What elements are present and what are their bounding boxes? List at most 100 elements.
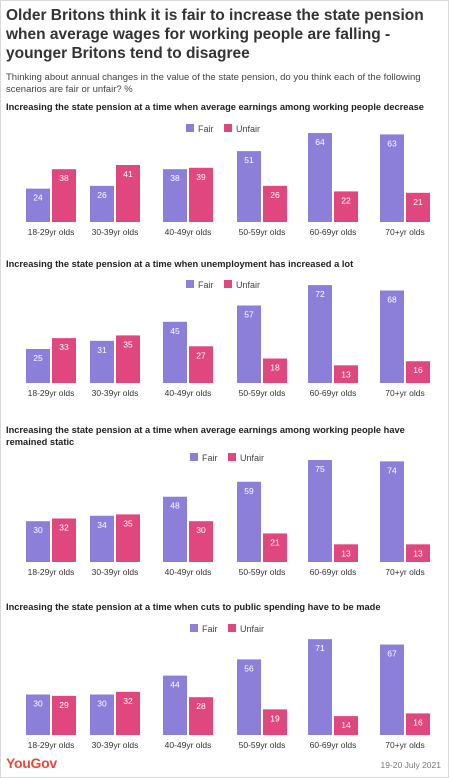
bar-unfair-6 [406, 192, 430, 222]
data-label-fair-2: 31 [97, 345, 107, 355]
bar-unfair-4 [263, 709, 287, 735]
category-label-3: 40-49yr olds [165, 388, 212, 398]
data-label-fair-6: 63 [387, 138, 397, 148]
category-label-1: 18-29yr olds [28, 567, 75, 577]
bar-fair-4 [237, 305, 261, 383]
category-label-3: 40-49yr olds [165, 227, 212, 237]
bar-unfair-4 [263, 533, 287, 562]
bar-fair-5 [308, 285, 332, 383]
bar-fair-3 [163, 169, 187, 222]
category-label-1: 18-29yr olds [28, 227, 75, 237]
bar-unfair-4 [263, 358, 287, 383]
data-label-fair-1: 25 [33, 353, 43, 363]
bar-unfair-3 [189, 167, 213, 222]
data-label-fair-3: 48 [170, 501, 180, 511]
legend-label-fair: Fair [202, 453, 218, 463]
legend-swatch-unfair [228, 453, 236, 461]
data-label-fair-3: 44 [170, 680, 180, 690]
bar-fair-6 [380, 461, 404, 562]
panel-title-4: Increasing the state pension at a time w… [6, 602, 381, 612]
data-label-fair-5: 72 [315, 289, 325, 299]
legend-swatch-fair [186, 280, 194, 288]
legend-swatch-unfair [224, 280, 232, 288]
bar-unfair-1 [52, 169, 76, 222]
data-label-unfair-3: 27 [196, 350, 206, 360]
bar-unfair-2 [116, 514, 140, 562]
category-label-6: 70+yr olds [385, 567, 424, 577]
legend-swatch-fair [186, 124, 194, 132]
category-label-3: 40-49yr olds [165, 567, 212, 577]
bar-fair-4 [237, 481, 261, 562]
bar-fair-5 [308, 133, 332, 222]
bar-fair-2 [90, 340, 114, 383]
category-label-5: 60-69yr olds [310, 227, 357, 237]
bar-fair-3 [163, 675, 187, 735]
data-label-unfair-1: 33 [59, 342, 69, 352]
panel-title-2: Increasing the state pension at a time w… [6, 259, 354, 269]
category-label-4: 50-59yr olds [239, 567, 286, 577]
category-label-5: 60-69yr olds [310, 567, 357, 577]
category-label-2: 30-39yr olds [92, 227, 139, 237]
panel-title-1: Increasing the state pension at a time w… [6, 102, 424, 112]
data-label-unfair-6: 21 [413, 197, 423, 207]
bar-unfair-5 [334, 716, 358, 735]
bar-unfair-5 [334, 365, 358, 383]
data-label-fair-3: 38 [170, 173, 180, 183]
data-label-unfair-4: 18 [270, 363, 280, 373]
bar-fair-4 [237, 151, 261, 222]
data-label-fair-2: 30 [97, 699, 107, 709]
data-label-fair-1: 24 [33, 193, 43, 203]
bar-unfair-2 [116, 691, 140, 735]
category-label-2: 30-39yr olds [92, 740, 139, 750]
data-label-unfair-6: 16 [413, 717, 423, 727]
bar-fair-6 [380, 134, 404, 222]
data-label-unfair-4: 19 [270, 713, 280, 723]
bar-fair-3 [163, 496, 187, 562]
data-label-fair-1: 30 [33, 525, 43, 535]
bar-unfair-3 [189, 346, 213, 383]
bar-fair-5 [308, 639, 332, 735]
data-label-unfair-3: 28 [196, 701, 206, 711]
data-label-unfair-3: 30 [196, 525, 206, 535]
bar-unfair-3 [189, 521, 213, 562]
category-label-4: 50-59yr olds [239, 388, 286, 398]
bar-unfair-6 [406, 361, 430, 383]
category-label-1: 18-29yr olds [28, 740, 75, 750]
bar-fair-2 [90, 694, 114, 735]
bar-fair-6 [380, 290, 404, 383]
bar-fair-1 [26, 188, 50, 222]
category-label-5: 60-69yr olds [310, 388, 357, 398]
legend-label-unfair: Unfair [240, 453, 264, 463]
legend-label-fair: Fair [202, 624, 218, 634]
chart-subtitle: Thinking about annual changes in the val… [6, 72, 421, 95]
category-label-6: 70+yr olds [385, 227, 424, 237]
chart-title: Older Britons think it is fair to increa… [6, 7, 424, 62]
data-label-fair-5: 64 [315, 137, 325, 147]
data-label-fair-4: 57 [244, 309, 254, 319]
legend-label-unfair: Unfair [236, 124, 260, 134]
survey-date: 19-20 July 2021 [380, 760, 442, 770]
data-label-fair-1: 30 [33, 699, 43, 709]
data-label-fair-5: 75 [315, 464, 325, 474]
bar-chart-3: Fair Unfair 30 32 18-29yr olds 34 35 30-39yr ol… [26, 453, 430, 577]
yougov-logo: YouGov [6, 755, 57, 771]
data-label-fair-2: 26 [97, 190, 107, 200]
data-label-fair-2: 34 [97, 520, 107, 530]
data-label-fair-6: 68 [387, 295, 397, 305]
bar-chart-1: Fair Unfair 24 38 18-29yr olds 26 41 30-39yr ol… [26, 124, 430, 237]
category-label-2: 30-39yr olds [92, 388, 139, 398]
data-label-fair-6: 74 [387, 465, 397, 475]
data-label-fair-4: 56 [244, 663, 254, 673]
data-label-unfair-1: 29 [59, 700, 69, 710]
bar-fair-2 [90, 185, 114, 222]
data-label-fair-3: 45 [170, 326, 180, 336]
bar-unfair-6 [406, 713, 430, 735]
data-label-fair-6: 67 [387, 649, 397, 659]
data-label-fair-4: 51 [244, 155, 254, 165]
bar-unfair-1 [52, 518, 76, 562]
bar-unfair-2 [116, 335, 140, 383]
bar-unfair-5 [334, 191, 358, 222]
bar-fair-1 [26, 694, 50, 735]
legend-label-unfair: Unfair [240, 624, 264, 634]
data-label-unfair-5: 13 [341, 548, 351, 558]
